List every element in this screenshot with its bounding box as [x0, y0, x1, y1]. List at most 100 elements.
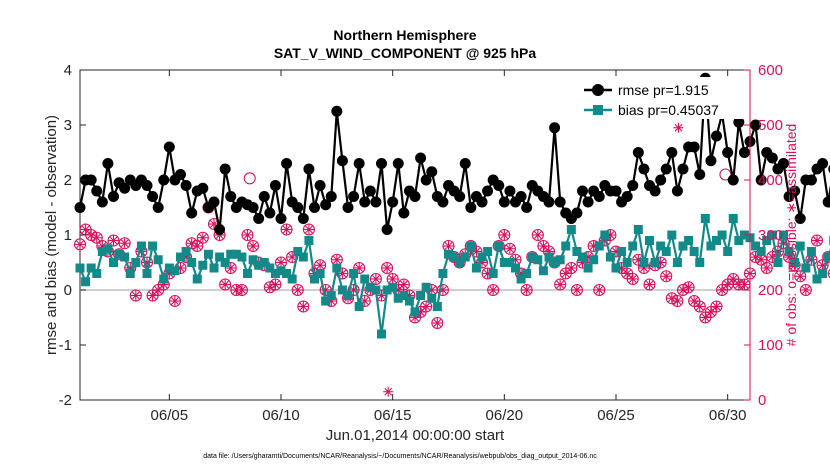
rmse-data-point: [197, 182, 209, 194]
bias-data-point: [622, 258, 632, 267]
y-right-tick-label: 300: [758, 227, 783, 244]
obs-assimilated-stroke: [645, 280, 654, 289]
obs-assimilated-stroke: [573, 286, 581, 294]
bias-data-point: [499, 258, 509, 267]
rmse-data-point: [498, 196, 510, 208]
x-tick-label: 06/15: [374, 407, 412, 424]
obs-possible-marker: [243, 172, 256, 185]
rmse-data-point: [297, 213, 309, 224]
obs-possible-marker: [799, 283, 812, 297]
bias-data-point: [779, 230, 788, 240]
bias-data-point: [700, 214, 710, 223]
y-axis-label: rmse and bias (model - observation): [43, 115, 60, 355]
obs-assimilated-marker: [91, 232, 102, 243]
obs-assimilated-stroke: [388, 275, 397, 283]
bias-data-point: [466, 241, 476, 251]
obs-assimilated-stroke: [305, 225, 313, 234]
rmse-data-point: [549, 122, 561, 134]
y-tick-label: 1: [64, 227, 72, 244]
rmse-data-point: [152, 202, 164, 213]
bias-data-point: [611, 263, 621, 273]
bias-data-point: [706, 241, 716, 251]
rmse-data-point: [147, 191, 159, 202]
obs-assimilated-stroke: [684, 283, 693, 292]
bias-data-point: [538, 266, 548, 276]
bias-data-point: [812, 274, 822, 284]
bias-data-point: [628, 241, 638, 251]
bias-data-point: [784, 247, 794, 256]
bias-data-point: [187, 258, 197, 267]
obs-assimilated-stroke: [595, 286, 604, 294]
bias-data-point: [332, 263, 342, 273]
rmse-data-point: [504, 185, 516, 197]
obs-possible-marker: [710, 300, 723, 313]
bias-data-point: [678, 241, 688, 251]
rmse-data-point: [593, 191, 605, 202]
obs-possible-marker: [168, 294, 181, 308]
bias-data-point: [561, 241, 571, 251]
obs-possible-marker: [224, 261, 237, 275]
obs-possible-marker: [554, 278, 567, 291]
obs-assimilated-stroke: [801, 286, 810, 294]
obs-assimilated-stroke: [299, 302, 308, 311]
obs-possible-marker: [336, 267, 349, 280]
obs-assimilated-stroke: [628, 275, 637, 283]
obs-possible-marker: [269, 278, 282, 291]
obs-assimilated-marker: [594, 285, 605, 295]
obs-assimilated-stroke: [533, 231, 542, 239]
rmse-data-point: [660, 163, 672, 175]
obs-possible-marker: [191, 239, 204, 253]
rmse-data-point: [336, 155, 348, 167]
obs-possible-marker: [643, 278, 656, 291]
obs-assimilated-marker: [488, 285, 499, 295]
plot-area: [79, 69, 751, 401]
obs-assimilated-stroke: [444, 242, 453, 250]
rmse-data-point: [789, 185, 801, 197]
obs-assimilated-stroke: [472, 247, 481, 256]
bias-data-point: [287, 274, 297, 284]
bias-data-point: [136, 241, 146, 251]
bias-data-point: [360, 274, 370, 284]
obs-possible-marker: [235, 283, 248, 297]
bias-data-point: [365, 282, 375, 292]
y-right-tick-label: 100: [758, 337, 783, 354]
obs-assimilated-marker: [292, 285, 303, 295]
obs-assimilated-stroke: [198, 233, 207, 242]
rmse-data-point: [459, 158, 471, 169]
bias-data-point: [298, 252, 308, 262]
bias-data-point: [723, 247, 733, 256]
obs-assimilated-stroke: [695, 302, 704, 311]
rmse-data-point: [750, 119, 762, 131]
bias-data-point: [215, 252, 225, 262]
bias-data-point: [516, 274, 526, 284]
rmse-data-point: [264, 207, 276, 219]
rmse-data-point: [638, 163, 650, 175]
obs-assimilated-stroke: [243, 231, 252, 239]
y-right-tick-label: 200: [758, 282, 783, 299]
bias-data-point: [689, 247, 699, 256]
bias-data-point: [114, 249, 124, 259]
bias-data-point: [555, 255, 565, 265]
bias-data-point: [728, 214, 738, 223]
obs-assimilated-marker: [521, 285, 532, 295]
bias-data-point: [460, 252, 470, 262]
bias-data-point: [259, 258, 269, 267]
rmse-data-point: [437, 196, 449, 208]
rmse-data-point: [543, 196, 555, 208]
bias-data-point: [131, 258, 141, 267]
bias-data-point: [120, 252, 130, 262]
obs-assimilated-marker: [443, 241, 454, 251]
legend-bias-label: bias pr=0.45037: [618, 102, 719, 118]
legend-rmse-marker: [592, 84, 604, 96]
obs-assimilated-stroke: [489, 286, 498, 294]
rmse-data-point: [186, 207, 198, 219]
y-right-tick-label: 400: [758, 172, 783, 189]
obs-possible-marker: [693, 300, 706, 313]
rmse-data-point: [577, 185, 588, 197]
obs-assimilated-marker: [800, 285, 811, 295]
rmse-data-point: [688, 141, 700, 153]
bias-data-point: [488, 269, 498, 278]
obs-possible-marker: [397, 278, 410, 291]
bias-data-point: [237, 252, 247, 262]
